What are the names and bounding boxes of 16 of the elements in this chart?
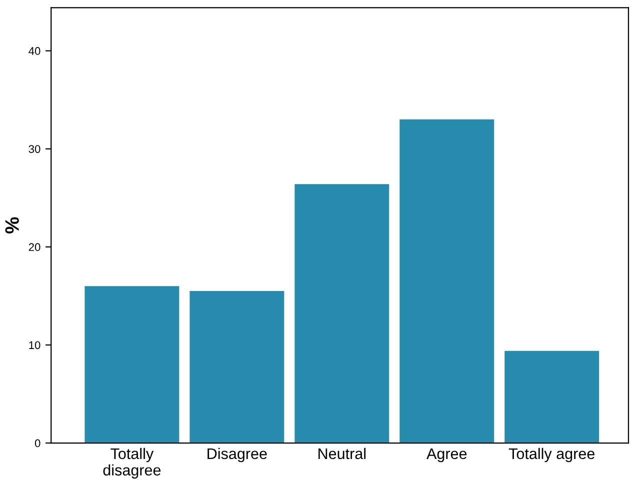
x-tick-label: Neutral [318, 448, 366, 460]
bar [504, 350, 600, 444]
y-tick-label: 10 [29, 341, 40, 350]
bar [84, 286, 180, 444]
x-tick-label: Disagree [208, 448, 267, 462]
x-tick-label: Agree [426, 448, 467, 462]
bar [400, 119, 494, 444]
y-tick-label: 40 [28, 47, 40, 55]
y-tick-label: 30 [28, 145, 40, 153]
y-axis-title: % [5, 217, 19, 234]
y-tick-label: 0 [34, 439, 40, 448]
bar [190, 291, 284, 444]
x-tick-label: Totally disagree [103, 448, 161, 479]
bar [294, 184, 390, 444]
x-tick-label: Totally agree [508, 448, 594, 462]
y-tick-label: 20 [28, 243, 40, 252]
